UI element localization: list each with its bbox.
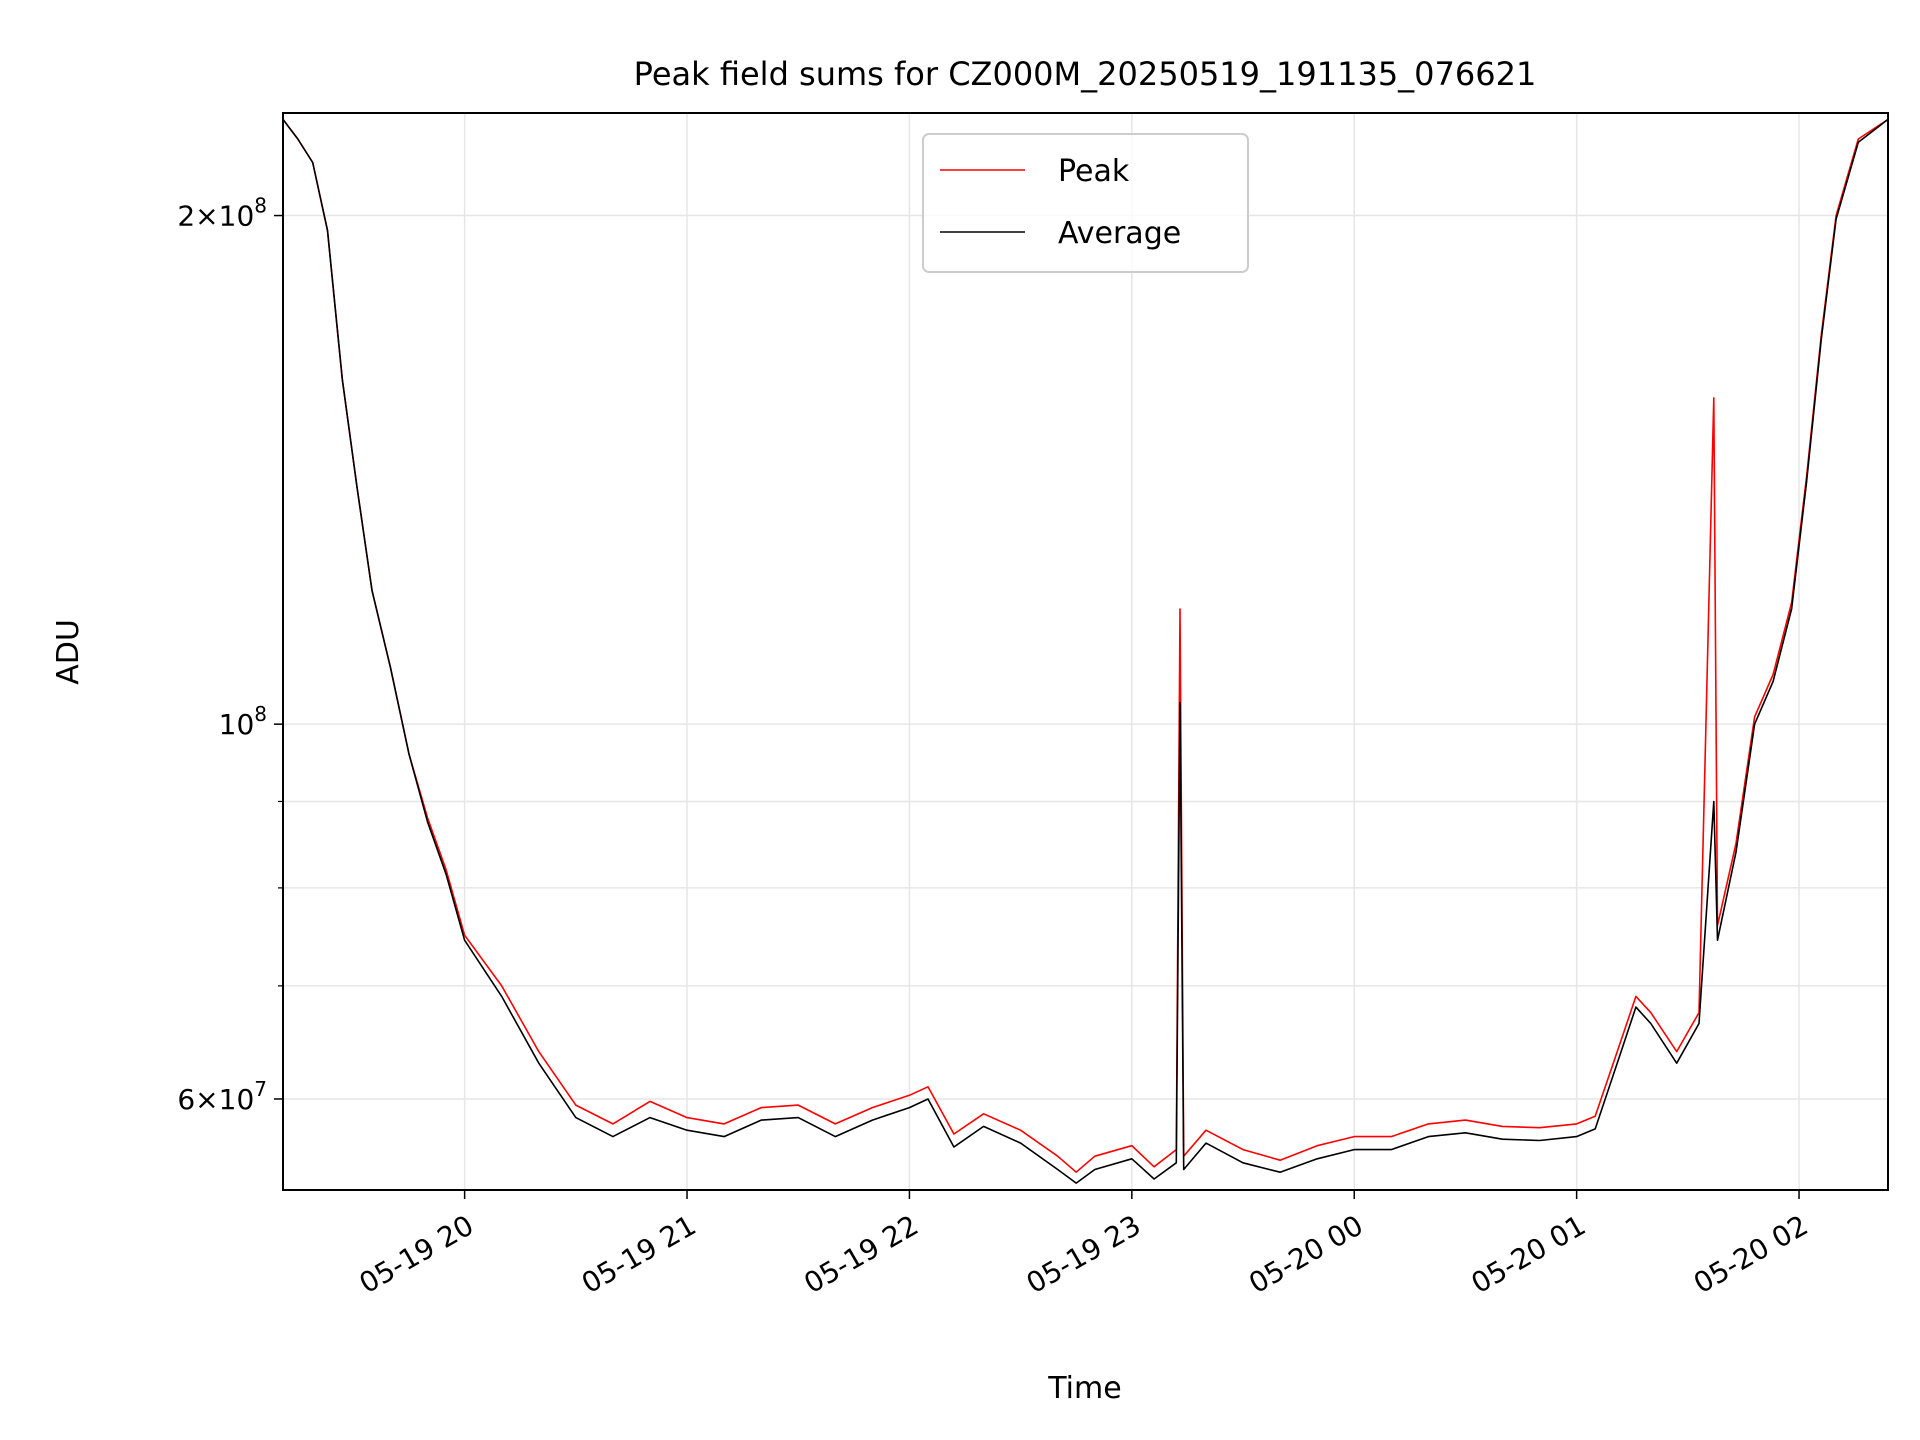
legend: Peak Average <box>922 133 1249 273</box>
y-axis: 6×107 108 2×108 <box>177 194 283 1116</box>
x-axis-label: Time <box>1047 1371 1121 1406</box>
legend-label-average: Average <box>1058 216 1181 251</box>
chart-title: Peak field sums for CZ000M_20250519_1911… <box>634 55 1537 93</box>
y-axis-label: ADU <box>51 619 86 685</box>
series-layer <box>282 118 1889 1184</box>
y-tick-label: 6×107 <box>177 1077 267 1116</box>
y-tick-label: 2×108 <box>177 194 267 233</box>
legend-box <box>922 133 1249 273</box>
legend-label-peak: Peak <box>1058 154 1130 189</box>
y-tick-label: 108 <box>219 702 267 741</box>
series-line-peak <box>282 118 1889 1173</box>
series-line-average <box>282 118 1889 1184</box>
plot-frame <box>282 112 1889 1191</box>
